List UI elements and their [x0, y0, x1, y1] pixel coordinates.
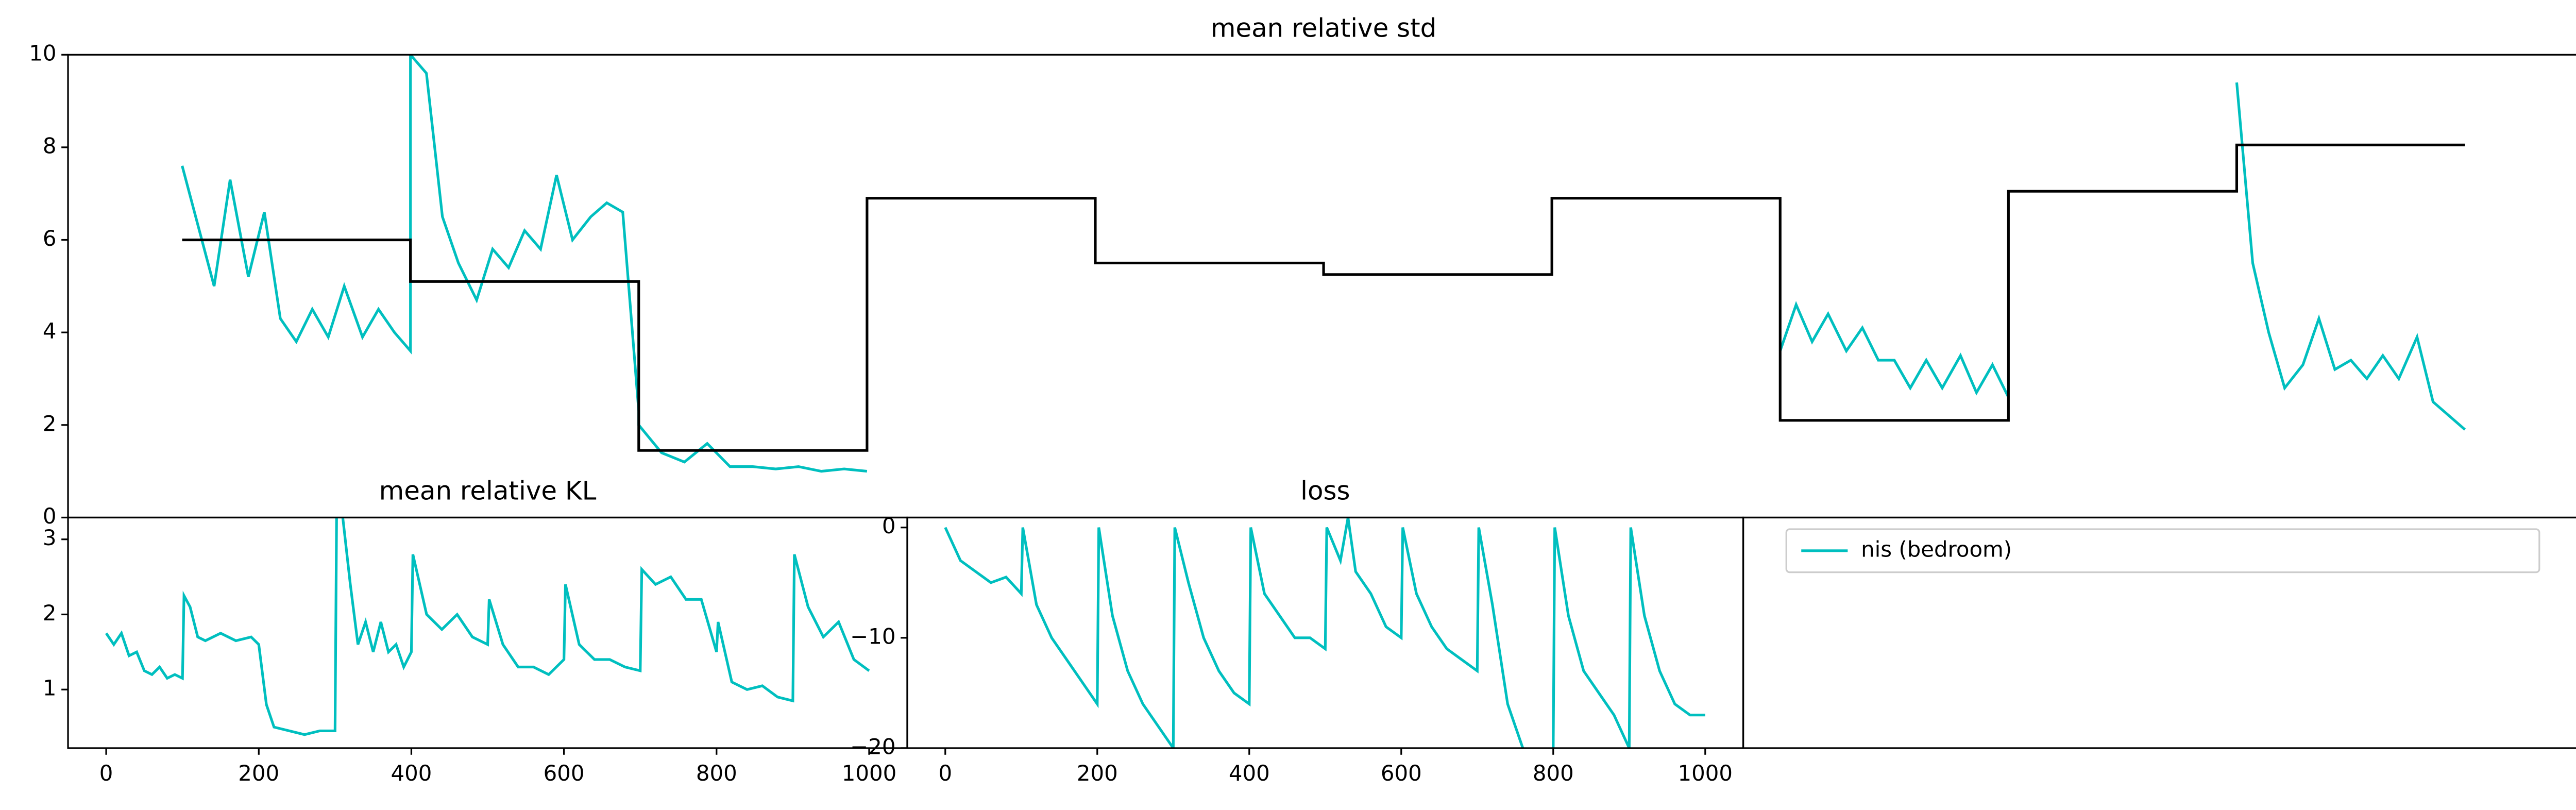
x-tick-label: 400: [1229, 761, 1270, 786]
data-line: [944, 517, 1705, 748]
x-tick-label: 400: [391, 761, 432, 786]
x-tick-label: 0: [99, 761, 113, 786]
y-tick-label: 1: [43, 676, 57, 701]
axes-frame: [906, 516, 1744, 749]
chart-title: mean relative KL: [379, 476, 597, 506]
legend-box: [1785, 528, 2540, 573]
axes-frame: [67, 54, 2576, 519]
y-tick-label: 2: [43, 600, 57, 626]
data-line: [182, 143, 2465, 452]
data-line: [105, 517, 870, 736]
x-tick-label: 1000: [1678, 761, 1733, 786]
y-tick-label: 2: [43, 411, 57, 436]
y-tick-label: 6: [43, 226, 57, 251]
y-tick-label: 10: [29, 41, 56, 66]
y-tick-label: −20: [850, 734, 895, 759]
x-tick-label: 1000: [842, 761, 897, 786]
x-tick-label: 0: [938, 761, 952, 786]
x-tick-label: 200: [238, 761, 279, 786]
legend-label: nis (bedroom): [1861, 536, 2012, 562]
y-tick-label: 4: [43, 318, 57, 344]
y-tick-label: 8: [43, 133, 57, 158]
y-tick-label: 3: [43, 525, 57, 550]
x-tick-label: 600: [1381, 761, 1422, 786]
chart-title: mean relative std: [1211, 13, 1436, 43]
x-tick-label: 200: [1077, 761, 1118, 786]
x-tick-label: 800: [696, 761, 737, 786]
x-tick-label: 600: [544, 761, 585, 786]
x-tick-label: 800: [1533, 761, 1574, 786]
y-tick-label: 0: [43, 503, 57, 529]
y-tick-label: 0: [882, 513, 896, 538]
y-tick-label: −10: [850, 623, 895, 649]
chart-title: loss: [1300, 476, 1350, 506]
